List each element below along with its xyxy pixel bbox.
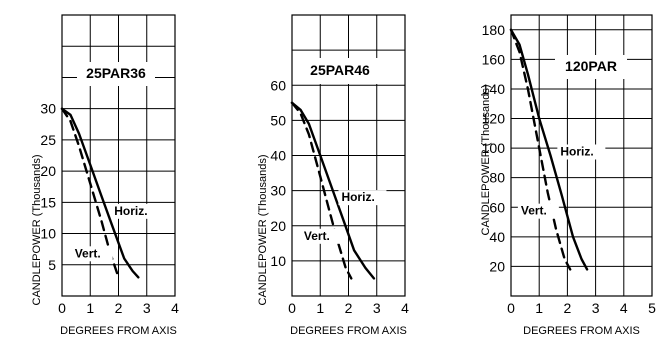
y-tick-label: 80 xyxy=(489,170,505,186)
series-label-background xyxy=(300,228,342,244)
chart-panel-2: 25PAR46 Horiz. Vert. 0 1 2 3 4 10 20 30 40 50 60 DEGRE… xyxy=(257,14,409,337)
x-tick-label: 2 xyxy=(115,300,123,316)
x-tick-label: 3 xyxy=(373,300,381,316)
x-tick-label: 1 xyxy=(535,300,543,316)
y-tick-label: 5 xyxy=(48,257,56,273)
chart-title: 25PAR36 xyxy=(86,65,146,81)
y-tick-label: 180 xyxy=(482,22,506,38)
y-tick-label: 20 xyxy=(40,163,56,179)
y-tick-label: 160 xyxy=(482,51,506,67)
x-tick-label: 1 xyxy=(316,300,324,316)
series-line-vert xyxy=(290,101,353,280)
y-tick-label: 60 xyxy=(489,199,505,215)
series-label-background xyxy=(338,190,387,206)
y-axis-label: CANDLEPOWER (Thousands) xyxy=(480,85,492,236)
chart-panel-1: 25PAR36 Horiz. Vert. 0 1 2 3 4 5 10 15 20 25 30 DEGREE… xyxy=(31,14,179,337)
y-tick-label: 30 xyxy=(40,101,56,117)
y-tick-label: 20 xyxy=(270,218,286,234)
y-axis-label: CANDLEPOWER (Thousands) xyxy=(257,155,269,306)
series-label-background xyxy=(557,144,606,160)
y-tick-label: 100 xyxy=(482,140,506,156)
x-tick-label: 2 xyxy=(564,300,572,316)
y-axis-label: CANDLEPOWER (Thousands) xyxy=(31,155,43,306)
title-background xyxy=(300,58,380,84)
series-label: Vert. xyxy=(521,204,547,218)
y-tick-label: 120 xyxy=(482,111,506,127)
series-label-background xyxy=(111,203,160,219)
series-label-background xyxy=(71,246,113,262)
x-tick-label: 4 xyxy=(620,300,628,316)
series-line-horiz xyxy=(509,28,589,271)
series-label: Vert. xyxy=(75,246,101,260)
x-tick-label: 0 xyxy=(58,300,66,316)
chart-panel-3: 120PAR Horiz. Vert. 0 1 2 3 4 5 20 40 60 80 100 120 140… xyxy=(480,14,656,337)
x-tick-label: 3 xyxy=(143,300,151,316)
series-label: Horiz. xyxy=(341,190,374,204)
y-tick-label: 15 xyxy=(40,194,56,210)
x-axis-label: DEGREES FROM AXIS xyxy=(60,325,177,337)
y-tick-label: 60 xyxy=(270,77,286,93)
x-tick-label: 3 xyxy=(592,300,600,316)
plot-frame xyxy=(61,14,176,297)
x-axis-label: DEGREES FROM AXIS xyxy=(290,325,407,337)
series-label: Horiz. xyxy=(560,145,593,159)
series-label: Horiz. xyxy=(114,204,147,218)
y-tick-label: 50 xyxy=(270,112,286,128)
series-line-horiz xyxy=(60,107,140,279)
y-tick-label: 25 xyxy=(40,132,56,148)
x-tick-label: 5 xyxy=(648,300,656,316)
y-tick-label: 40 xyxy=(489,229,505,245)
title-background xyxy=(77,62,155,86)
x-axis-label: DEGREES FROM AXIS xyxy=(523,325,640,337)
x-tick-label: 4 xyxy=(401,300,409,316)
series-label: Vert. xyxy=(304,229,330,243)
x-tick-label: 2 xyxy=(345,300,353,316)
series-line-vert xyxy=(509,28,572,271)
y-tick-label: 10 xyxy=(270,253,286,269)
chart-title: 25PAR46 xyxy=(310,62,370,78)
y-tick-label: 30 xyxy=(270,183,286,199)
y-tick-label: 10 xyxy=(40,226,56,242)
x-tick-label: 4 xyxy=(171,300,179,316)
y-tick-label: 140 xyxy=(482,81,506,97)
title-background xyxy=(555,55,627,79)
x-tick-label: 0 xyxy=(288,300,296,316)
x-tick-label: 0 xyxy=(507,300,515,316)
chart-title: 120PAR xyxy=(565,58,617,74)
series-line-horiz xyxy=(290,101,376,280)
plot-frame xyxy=(510,14,653,297)
y-tick-label: 40 xyxy=(270,148,286,164)
y-tick-label: 20 xyxy=(489,258,505,274)
plot-frame xyxy=(291,14,406,297)
x-tick-label: 1 xyxy=(86,300,94,316)
series-label-background xyxy=(517,203,559,219)
